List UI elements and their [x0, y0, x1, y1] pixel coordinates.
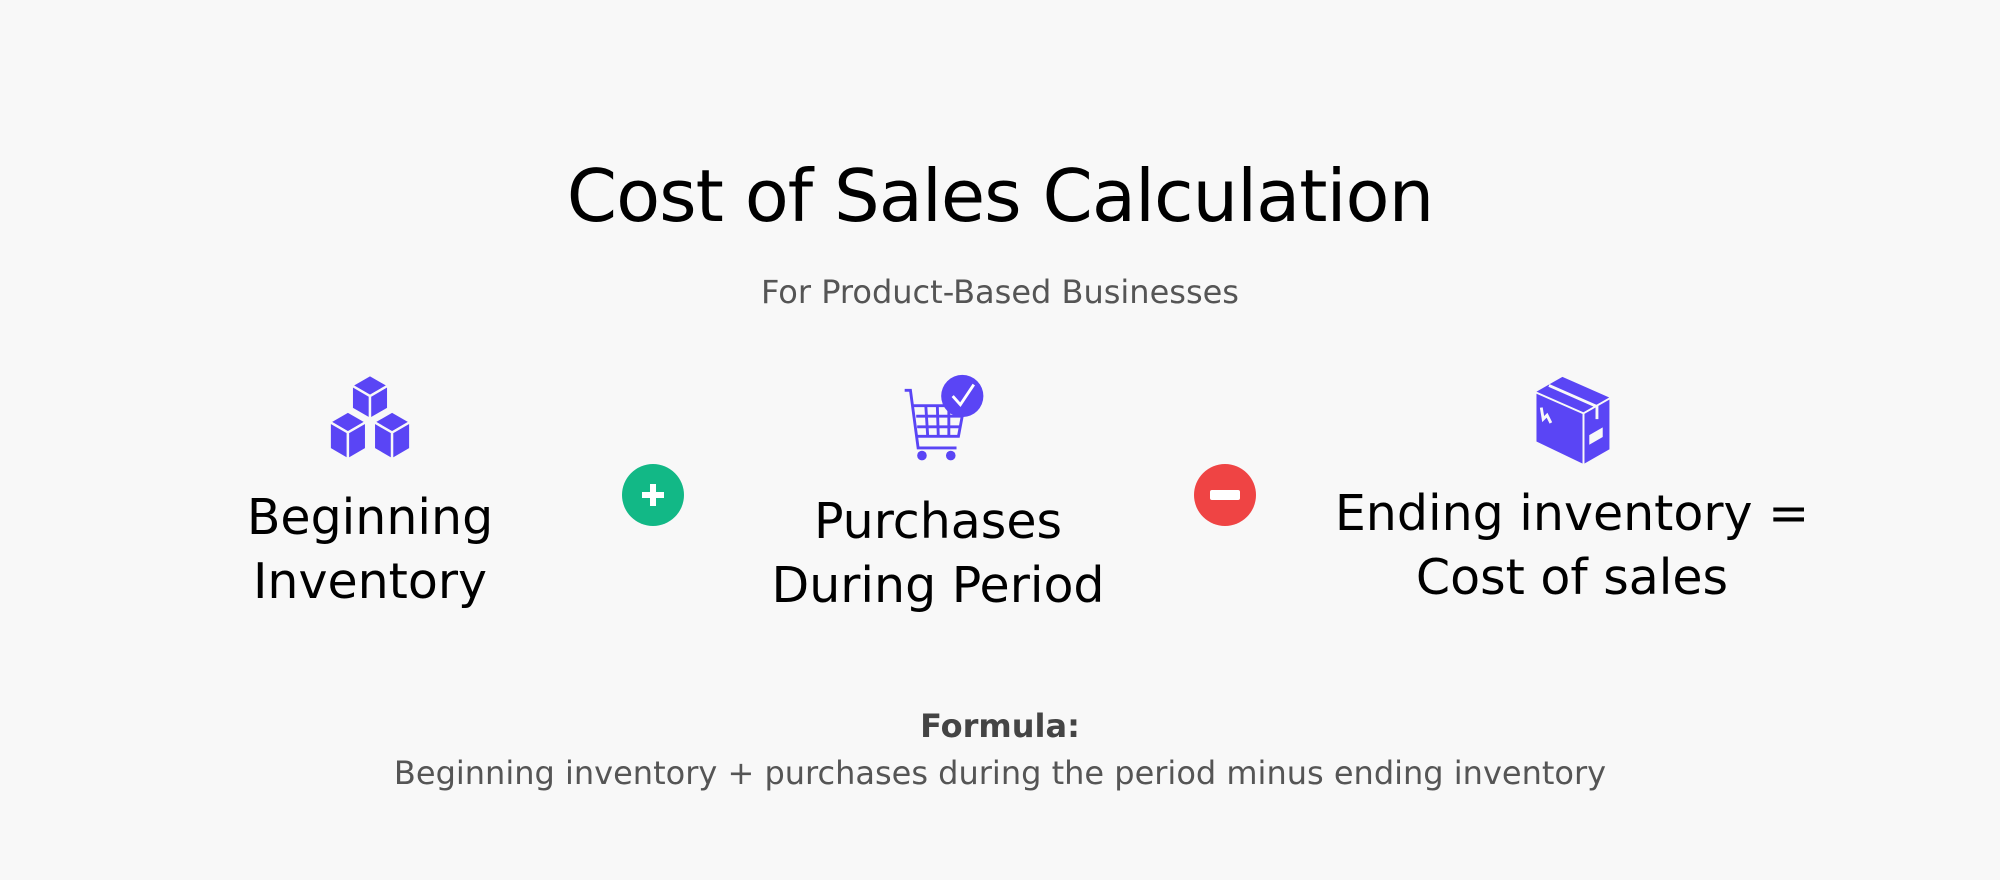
- plus-circle-icon: [622, 464, 684, 526]
- label-line: Purchases: [813, 493, 1063, 550]
- package-box-icon: [1534, 376, 1612, 467]
- label-line: Beginning: [246, 489, 494, 546]
- ending-inventory-label: Ending inventory = Cost of sales: [1335, 482, 1809, 610]
- label-line: Inventory: [252, 553, 488, 610]
- purchases-label: Purchases During Period: [771, 490, 1104, 618]
- label-line: During Period: [771, 557, 1105, 614]
- formula-text: Beginning inventory + purchases during t…: [393, 754, 1607, 792]
- stacked-boxes-icon: [327, 373, 413, 462]
- page-subtitle: For Product-Based Businesses: [761, 273, 1239, 311]
- label-line: Cost of sales: [1415, 549, 1729, 606]
- minus-circle-icon: [1194, 464, 1256, 526]
- formula-heading: Formula:: [920, 707, 1080, 745]
- beginning-inventory-label: Beginning Inventory: [247, 486, 493, 614]
- label-line: Ending inventory =: [1334, 485, 1810, 542]
- page-title: Cost of Sales Calculation: [566, 154, 1434, 238]
- shopping-cart-check-icon: [904, 374, 984, 461]
